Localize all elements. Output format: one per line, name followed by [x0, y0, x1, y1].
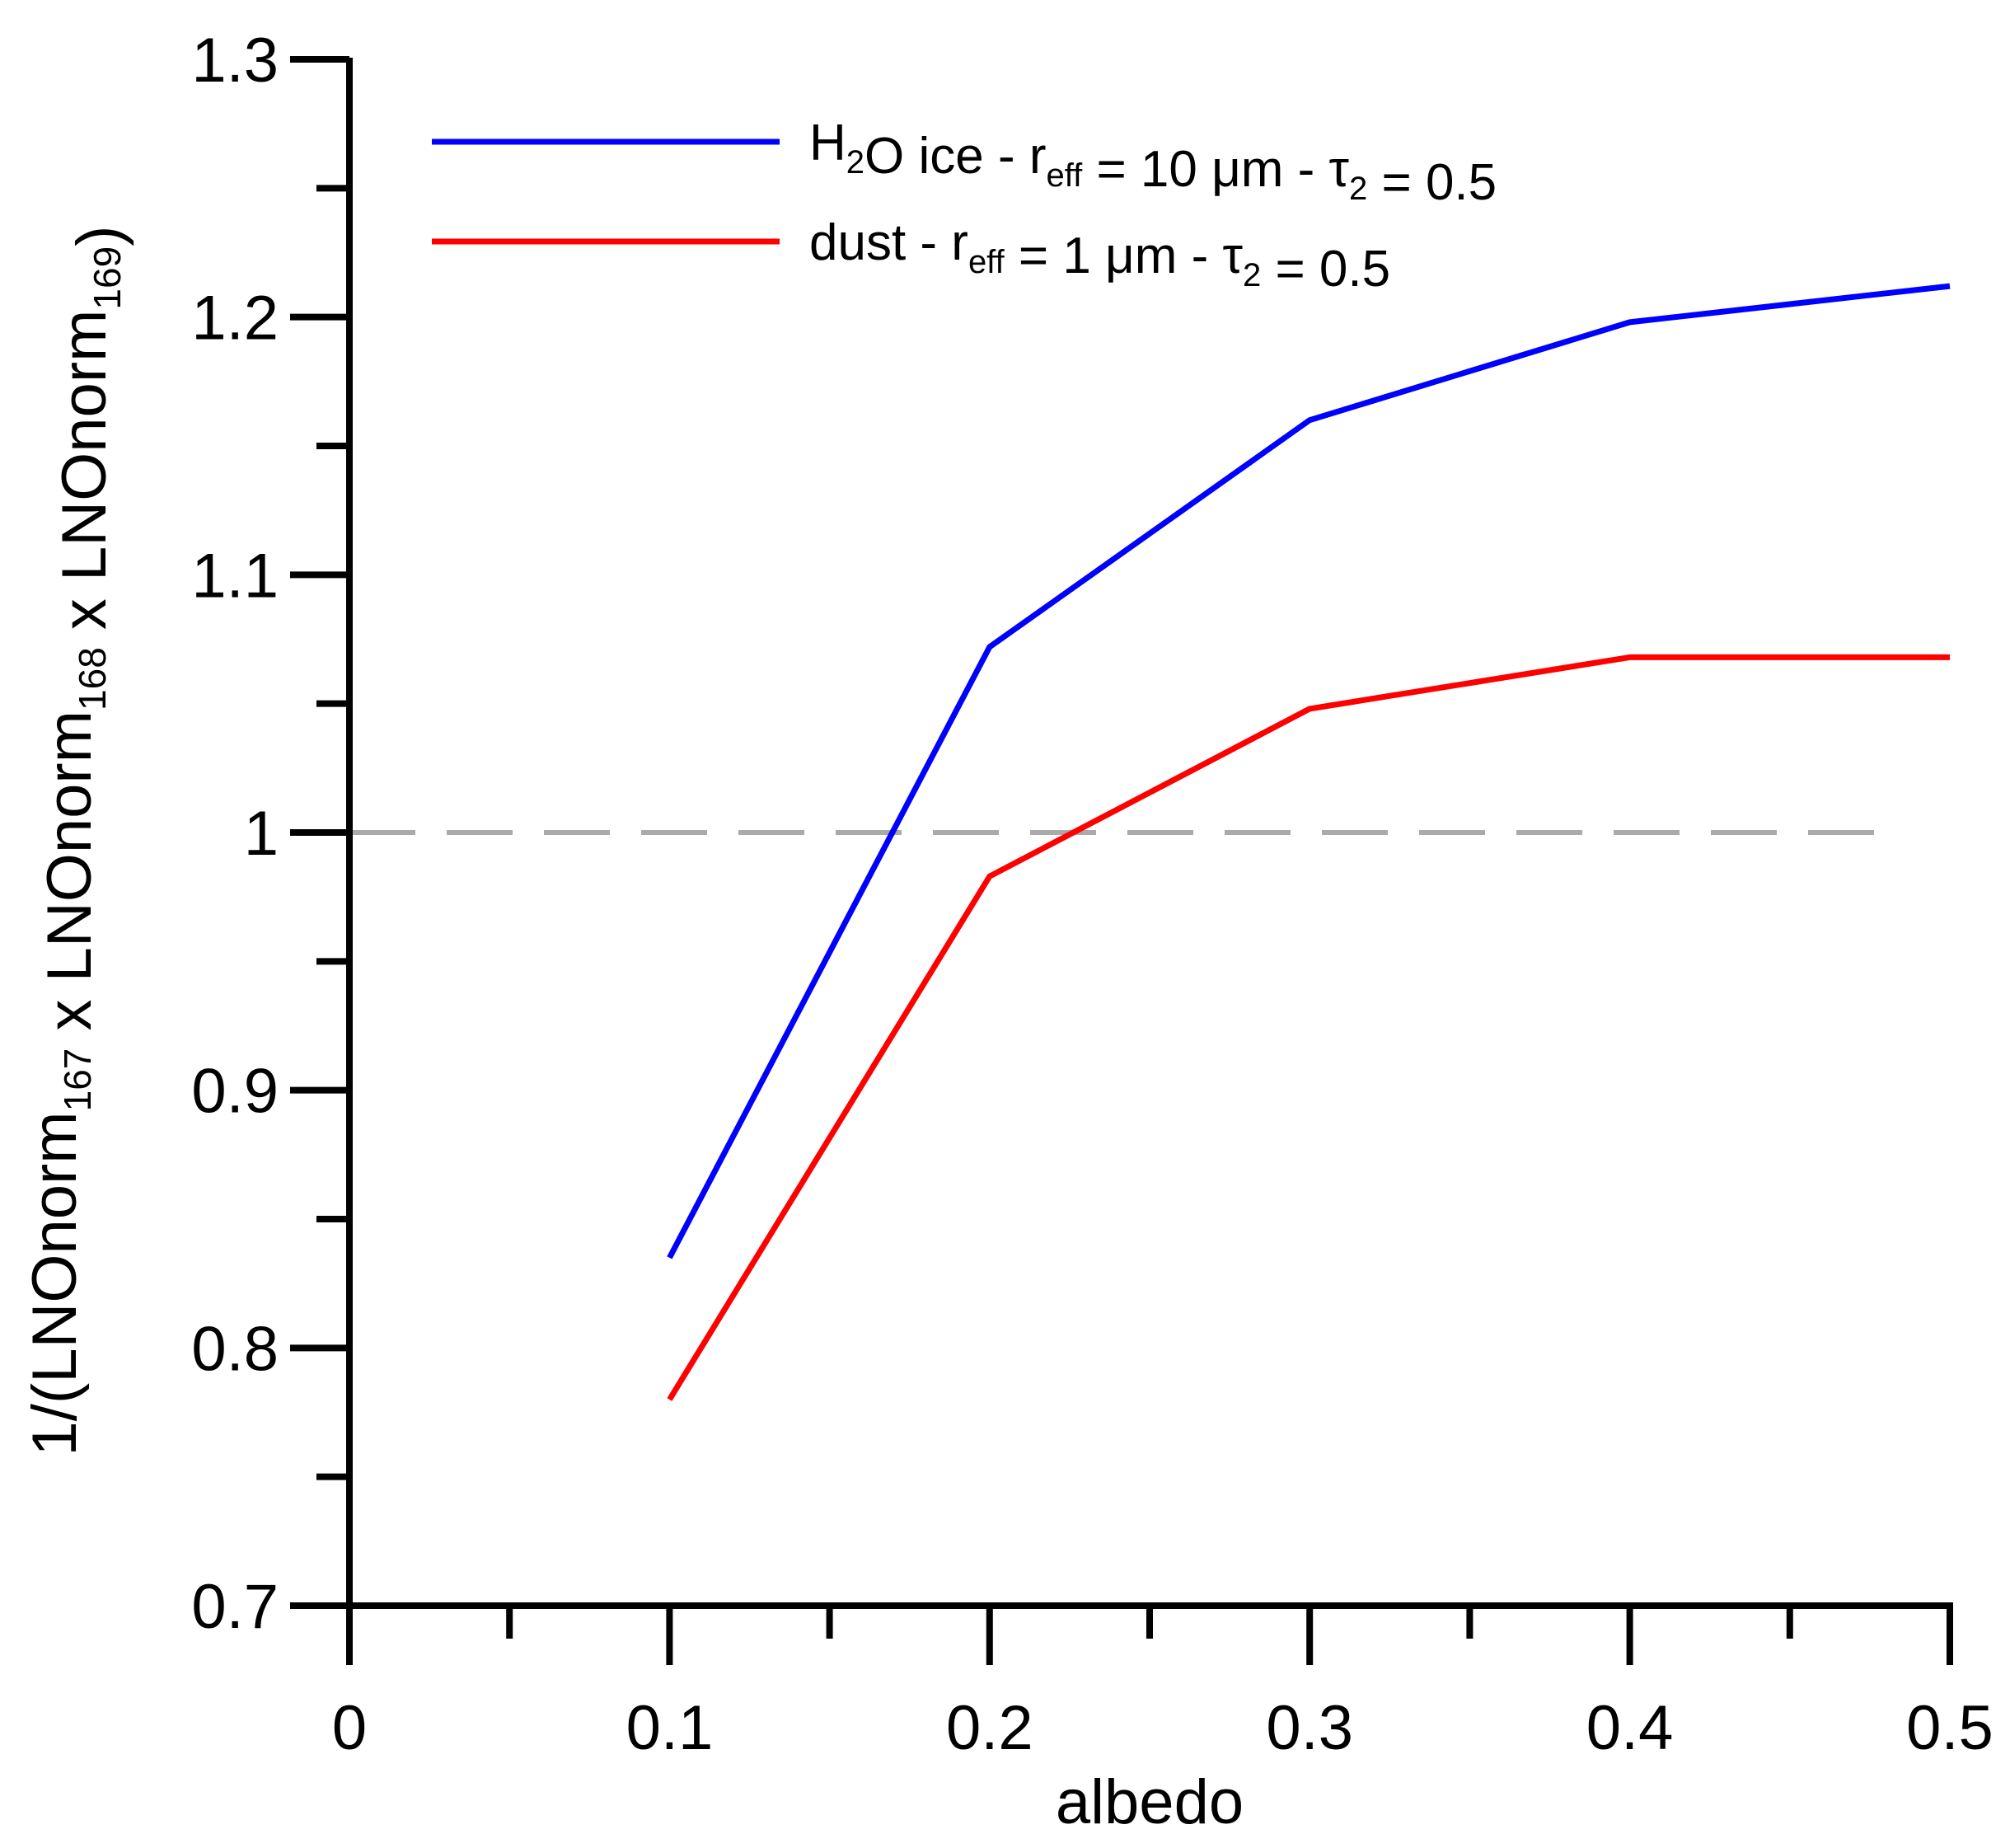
x-tick-label: 0.4 [1586, 1693, 1674, 1763]
y-axis-title: 1/(LNOnorm167 x LNOnorm168 x LNOnorm169) [20, 226, 134, 1456]
x-tick-label: 0.1 [626, 1693, 714, 1763]
series-line-dust [667, 654, 1950, 1401]
legend-subscript: eff [968, 244, 1005, 280]
legend-subscript: eff [1046, 157, 1083, 194]
axis-labels: 0.7 0.8 0.9 1 1.1 1.2 1.3 0 0.1 0.2 0.3 0.4 0.5 albed… [20, 26, 1994, 1837]
x-tick-label: 0.5 [1906, 1693, 1994, 1763]
y-tick-label: 1.2 [191, 284, 279, 354]
legend-subscript: 2 [1349, 171, 1367, 207]
x-axis-title: albedo [1056, 1767, 1244, 1837]
y-axis-title-text: x LNOnorm [49, 310, 119, 648]
y-tick-label: 1.1 [191, 541, 279, 611]
y-tick-label: 1.3 [191, 26, 279, 96]
series-layer [667, 283, 1951, 1401]
legend-text-part: = 10 μm - τ [1082, 141, 1349, 198]
y-axis-title-subscript: 167 [56, 1048, 99, 1112]
legend-text-part: O ice - r [864, 128, 1046, 185]
y-axis-title-subscript: 168 [71, 647, 114, 711]
legend-text-part: = 0.5 [1261, 241, 1390, 298]
legend-label-h2o-ice: H2O ice - reff = 10 μm - τ2 = 0.5 [809, 115, 1497, 211]
x-tick-label: 0 [332, 1693, 367, 1763]
y-axis-title-text: x LNOnorm [35, 711, 105, 1048]
legend-subscript: 2 [846, 144, 864, 181]
y-tick-label: 0.7 [191, 1572, 279, 1642]
y-axis-title-text: 1/(LNOnorm [20, 1111, 90, 1456]
y-axis-title-text: ) [64, 226, 134, 246]
legend-text-part: H [809, 115, 846, 171]
y-tick-label: 1 [244, 799, 279, 869]
series-line-h2o-ice [667, 283, 1951, 1259]
y-tick-label: 0.8 [191, 1314, 279, 1384]
x-tick-label: 0.3 [1266, 1693, 1353, 1763]
y-axis-title-subscript: 169 [86, 246, 129, 310]
legend-subscript: 2 [1243, 257, 1261, 293]
legend-label-dust: dust - reff = 1 μm - τ2 = 0.5 [809, 214, 1390, 298]
legend-text-part: dust - r [809, 214, 968, 271]
legend-text-part: = 0.5 [1367, 154, 1497, 211]
legend-text-part: = 1 μm - τ [1005, 227, 1243, 284]
axes-layer [290, 56, 1953, 1665]
x-tick-label: 0.2 [946, 1693, 1033, 1763]
y-tick-label: 0.9 [191, 1057, 279, 1127]
